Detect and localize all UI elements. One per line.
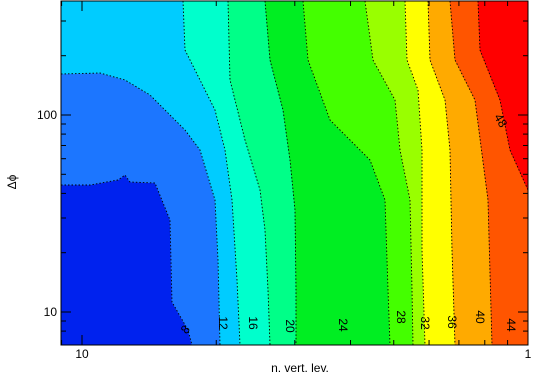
- y-tick-label-10: 10: [44, 305, 58, 319]
- x-axis-label: n. vert. lev.: [271, 361, 329, 375]
- contour-lines: [60, 0, 529, 346]
- contour-bands: [60, 0, 529, 346]
- contour-label-28: 28: [394, 310, 408, 324]
- contour-label-44: 44: [504, 318, 518, 332]
- contour-line-20: [227, 0, 271, 346]
- contour-line-48: [477, 0, 529, 191]
- contour-label-16: 16: [246, 316, 260, 330]
- contour-label-40: 40: [473, 310, 487, 324]
- contour-line-44: [449, 0, 493, 346]
- contour-line-28: [302, 0, 391, 346]
- contour-label-20: 20: [283, 319, 297, 333]
- contour-line-16: [182, 0, 241, 346]
- contour-line-40: [427, 0, 456, 346]
- contour-label-32: 32: [418, 316, 432, 330]
- contour-label-48: 48: [491, 111, 510, 130]
- contour-label-12: 12: [216, 316, 230, 330]
- axis-ticks: [61, 1, 529, 345]
- contour-label-36: 36: [445, 315, 459, 329]
- y-tick-label-100: 100: [37, 108, 57, 122]
- contour-line-32: [364, 0, 414, 346]
- contour-line-36: [404, 0, 426, 346]
- x-tick-label-10: 10: [75, 347, 89, 361]
- contour-line-12: [60, 72, 221, 346]
- contour-line-24: [264, 0, 297, 345]
- x-tick-label-1: 1: [525, 347, 532, 361]
- contour-line-8: [61, 174, 193, 346]
- y-axis-label: Δϕ: [5, 174, 19, 189]
- contour-label-24: 24: [336, 318, 350, 332]
